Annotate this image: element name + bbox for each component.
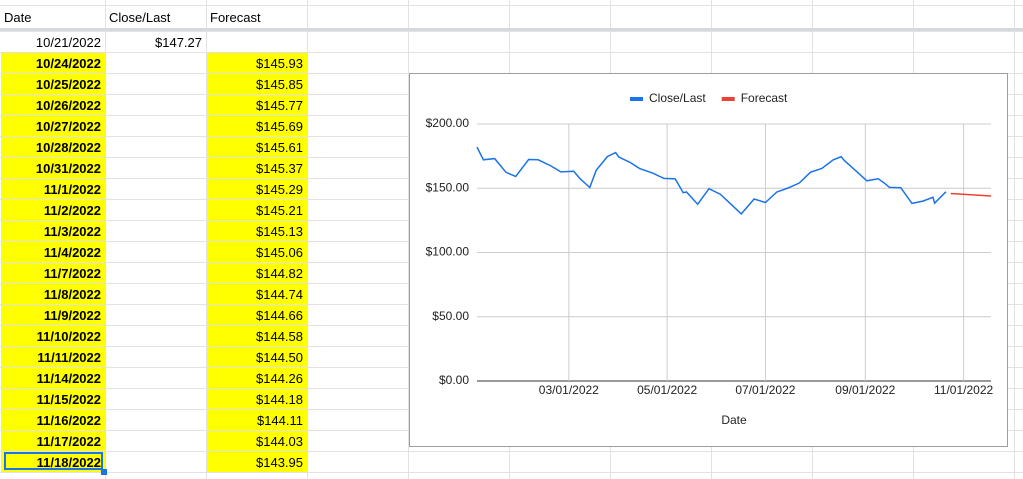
x-tick-label: 05/01/2022 [637, 383, 697, 397]
column-line [307, 0, 308, 479]
legend-label: Close/Last [649, 91, 706, 105]
date-cell[interactable]: 10/24/2022 [1, 53, 105, 73]
chart: $0.00 $50.00 $100.00 $150.00 $200.00 03/01/20… [426, 91, 994, 427]
row-line [0, 451, 1023, 452]
series-line [476, 146, 947, 215]
header-cell[interactable]: Close/Last [109, 10, 171, 25]
date-cell[interactable]: 11/16/2022 [1, 410, 105, 430]
forecast-cell[interactable]: $143.95 [207, 452, 307, 472]
date-cell[interactable]: 11/11/2022 [1, 347, 105, 367]
y-tick-label: $200.00 [426, 116, 470, 130]
forecast-cell[interactable]: $145.77 [207, 95, 307, 115]
y-tick-label: $150.00 [426, 180, 470, 194]
forecast-cell[interactable]: $144.18 [207, 389, 307, 409]
forecast-cell[interactable]: $145.29 [207, 179, 307, 199]
row-line [0, 472, 1023, 473]
date-cell[interactable]: 10/31/2022 [1, 158, 105, 178]
forecast-cell[interactable]: $145.85 [207, 74, 307, 94]
forecast-cell[interactable]: $144.58 [207, 326, 307, 346]
forecast-cell[interactable]: $145.21 [207, 200, 307, 220]
date-cell[interactable]: 11/10/2022 [1, 326, 105, 346]
x-axis-title: Date [721, 413, 747, 427]
x-tick-label: 11/01/2022 [934, 383, 993, 397]
date-cell[interactable]: 11/14/2022 [1, 368, 105, 388]
chart-box[interactable]: $0.00 $50.00 $100.00 $150.00 $200.00 03/01/20… [409, 73, 1008, 447]
forecast-cell[interactable]: $144.03 [207, 431, 307, 451]
header-cell[interactable]: Date [4, 10, 32, 25]
date-cell[interactable]: 11/8/2022 [1, 284, 105, 304]
forecast-cell[interactable]: $145.69 [207, 116, 307, 136]
legend-label: Forecast [741, 91, 788, 105]
forecast-cell[interactable]: $145.93 [207, 53, 307, 73]
forecast-cell[interactable]: $144.82 [207, 263, 307, 283]
row-line [0, 31, 1023, 32]
row-line [0, 52, 1023, 53]
fill-handle [101, 469, 107, 475]
column-line [105, 0, 106, 479]
date-cell[interactable]: 11/1/2022 [1, 179, 105, 199]
date-cell[interactable]: 11/2/2022 [1, 200, 105, 220]
date-cell[interactable]: 11/9/2022 [1, 305, 105, 325]
row-line [0, 5, 1023, 6]
series-line [950, 192, 992, 197]
x-tick-label: 09/01/2022 [835, 383, 895, 397]
date-cell[interactable]: 10/26/2022 [1, 95, 105, 115]
date-cell[interactable]: 11/7/2022 [1, 263, 105, 283]
date-cell[interactable]: 10/27/2022 [1, 116, 105, 136]
column-line [408, 0, 409, 479]
frozen-divider [0, 28, 1023, 31]
date-cell[interactable]: 10/25/2022 [1, 74, 105, 94]
header-cell[interactable]: Forecast [210, 10, 261, 25]
date-cell[interactable]: 11/18/2022 [1, 452, 105, 472]
forecast-cell[interactable]: $145.06 [207, 242, 307, 262]
y-tick-label: $50.00 [432, 309, 469, 323]
y-tick-label: $100.00 [426, 245, 470, 259]
forecast-cell[interactable]: $144.50 [207, 347, 307, 367]
x-tick-label: 03/01/2022 [539, 383, 599, 397]
date-cell[interactable]: 11/3/2022 [1, 221, 105, 241]
legend-swatch [721, 97, 735, 101]
column-line [1014, 0, 1015, 479]
forecast-cell[interactable]: $144.11 [207, 410, 307, 430]
x-tick-label: 07/01/2022 [735, 383, 795, 397]
column-line [206, 0, 207, 479]
legend-swatch [630, 97, 643, 101]
date-cell[interactable]: 10/21/2022 [35, 35, 101, 50]
date-cell[interactable]: 11/4/2022 [1, 242, 105, 262]
forecast-cell[interactable]: $145.61 [207, 137, 307, 157]
y-tick-label: $0.00 [439, 373, 469, 387]
forecast-cell[interactable]: $144.26 [207, 368, 307, 388]
date-cell[interactable]: 11/15/2022 [1, 389, 105, 409]
date-cell[interactable]: 11/17/2022 [1, 431, 105, 451]
forecast-cell[interactable]: $144.66 [207, 305, 307, 325]
selected-cell [4, 452, 103, 470]
forecast-cell[interactable]: $145.37 [207, 158, 307, 178]
forecast-cell[interactable]: $144.74 [207, 284, 307, 304]
forecast-cell[interactable]: $145.13 [207, 221, 307, 241]
date-cell[interactable]: 10/28/2022 [1, 137, 105, 157]
close-cell[interactable]: $147.27 [155, 35, 202, 50]
